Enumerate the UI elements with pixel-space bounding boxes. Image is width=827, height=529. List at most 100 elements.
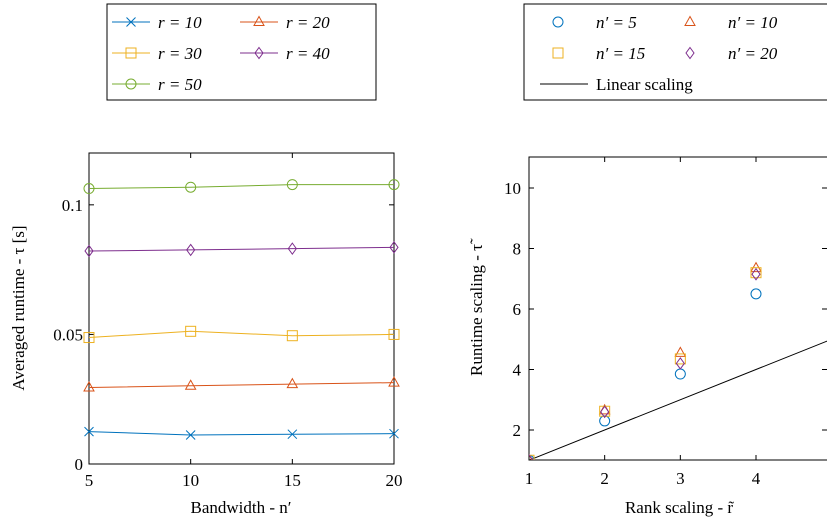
right-legend-entry: Linear scaling bbox=[540, 75, 693, 94]
right-x-tick-label: 1 bbox=[525, 469, 534, 488]
left-y-axis-label: Averaged runtime - τ [s] bbox=[9, 225, 28, 390]
left-data-point bbox=[286, 330, 298, 342]
left-y-tick-label: 0.1 bbox=[62, 196, 83, 215]
left-series-line bbox=[88, 431, 395, 436]
left-data-point bbox=[388, 376, 400, 387]
left-data-point bbox=[185, 430, 196, 440]
legend-label: r = 50 bbox=[158, 75, 202, 94]
legend-marker bbox=[125, 47, 137, 59]
right-data-point bbox=[750, 261, 762, 273]
left-legend-entry: r = 30 bbox=[112, 44, 202, 63]
left-x-tick-label: 10 bbox=[182, 471, 199, 490]
right-data-point bbox=[750, 288, 762, 300]
left-series-2 bbox=[83, 376, 400, 392]
right-x-axis-label: Rank scaling - r̃ bbox=[625, 498, 735, 517]
left-x-axis-label: Bandwidth - n′ bbox=[191, 498, 292, 517]
right-data-point bbox=[674, 368, 686, 380]
right-legend: n′ = 5 n′ = 10 n′ = 15 n′ = 20 Linear scalin… bbox=[540, 13, 778, 94]
left-legend-entry: r = 40 bbox=[240, 44, 330, 63]
legend-marker bbox=[552, 16, 564, 28]
legend-label: n′ = 20 bbox=[728, 44, 778, 63]
right-data-point bbox=[675, 357, 685, 370]
legend-marker bbox=[685, 46, 695, 60]
right-x-tick-label: 3 bbox=[676, 469, 685, 488]
legend-marker bbox=[684, 15, 696, 26]
right-series-1 bbox=[529, 288, 762, 460]
left-legend: r = 10 r = 20 r = 30 r = 40 r = 50 bbox=[112, 13, 330, 94]
left-series-line bbox=[88, 382, 395, 389]
legend-label: Linear scaling bbox=[596, 75, 693, 94]
right-legend-entry: n′ = 15 bbox=[552, 44, 645, 63]
right-data-point bbox=[529, 453, 533, 460]
right-y-tick-label: 4 bbox=[513, 361, 522, 380]
left-x-tick-label: 5 bbox=[85, 471, 94, 490]
left-data-point bbox=[186, 243, 196, 257]
left-data-point bbox=[83, 332, 95, 344]
right-x-tick-label: 2 bbox=[600, 469, 609, 488]
legend-label: r = 10 bbox=[158, 13, 202, 32]
right-y-tick-label: 6 bbox=[513, 300, 522, 319]
right-y-tick-label: 2 bbox=[513, 421, 522, 440]
left-plot-frame bbox=[88, 152, 395, 465]
left-data-point bbox=[184, 379, 197, 390]
left-series-5 bbox=[83, 179, 400, 195]
left-y-tick-label: 0 bbox=[75, 455, 84, 474]
left-data-point bbox=[286, 179, 298, 191]
right-data-point bbox=[674, 346, 687, 357]
right-plot-frame bbox=[528, 156, 827, 461]
left-data-point bbox=[388, 328, 400, 340]
left-data-point bbox=[83, 183, 95, 195]
left-data-point bbox=[84, 244, 94, 258]
right-data-point bbox=[600, 405, 610, 419]
right-y-ticks: 2 4 6 8 10 bbox=[504, 179, 827, 440]
left-y-ticks: 0 0.05 0.1 bbox=[53, 196, 394, 474]
left-series-1 bbox=[84, 426, 399, 440]
legend-label: r = 20 bbox=[286, 13, 330, 32]
left-data-point bbox=[388, 179, 400, 191]
legend-label: n′ = 5 bbox=[596, 13, 637, 32]
runtime-vs-bandwidth-chart: 0 0.05 0.1 5 10 15 20 Bandwidth - n′ Averaged… bbox=[9, 3, 403, 517]
legend-marker bbox=[126, 17, 136, 27]
right-series-4 bbox=[529, 267, 761, 460]
right-x-ticks: 1 2 3 4 bbox=[525, 157, 761, 488]
left-data-point bbox=[287, 242, 297, 255]
left-x-tick-label: 15 bbox=[284, 471, 301, 490]
left-x-tick-label: 20 bbox=[386, 471, 403, 490]
left-data-point bbox=[185, 325, 197, 337]
right-data-point bbox=[751, 267, 761, 281]
left-series-4 bbox=[84, 240, 399, 258]
left-data-point bbox=[185, 181, 197, 193]
right-series-group bbox=[529, 261, 827, 460]
left-series-line bbox=[88, 330, 395, 339]
right-series-3 bbox=[529, 267, 762, 460]
right-y-tick-label: 10 bbox=[504, 179, 521, 198]
right-series-2 bbox=[529, 261, 762, 460]
legend-label: n′ = 10 bbox=[728, 13, 778, 32]
left-data-point bbox=[389, 428, 399, 439]
left-legend-entry: r = 50 bbox=[112, 75, 202, 94]
left-series-line bbox=[88, 246, 395, 252]
right-x-tick-label: 4 bbox=[752, 469, 761, 488]
legend-label: r = 40 bbox=[286, 44, 330, 63]
left-legend-entry: r = 10 bbox=[112, 13, 202, 32]
right-y-axis-label: Runtime scaling - τ̃ bbox=[467, 238, 486, 376]
left-legend-box bbox=[106, 3, 377, 101]
left-x-ticks: 5 10 15 20 bbox=[85, 153, 403, 490]
right-y-tick-label: 8 bbox=[513, 240, 522, 259]
left-series-group bbox=[83, 179, 400, 440]
left-data-point bbox=[286, 377, 299, 389]
left-data-point bbox=[389, 240, 399, 254]
linear-scaling-line bbox=[529, 340, 827, 460]
legend-label: r = 30 bbox=[158, 44, 202, 63]
right-data-point bbox=[529, 453, 534, 460]
legend-marker bbox=[125, 78, 137, 90]
left-series-line bbox=[88, 184, 394, 190]
legend-marker bbox=[552, 47, 564, 59]
legend-marker bbox=[253, 15, 265, 26]
left-data-point bbox=[287, 429, 298, 440]
legend-marker bbox=[254, 46, 264, 60]
right-data-point bbox=[750, 267, 762, 279]
left-y-tick-label: 0.05 bbox=[53, 325, 83, 344]
